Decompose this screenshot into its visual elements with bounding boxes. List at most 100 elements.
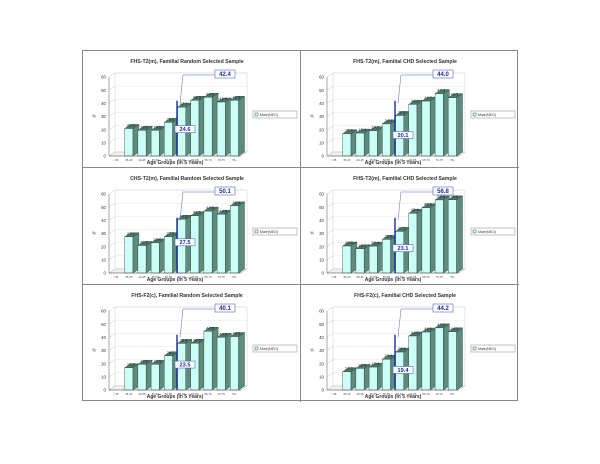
grid-diagonal — [326, 320, 334, 325]
grid-diagonal — [108, 125, 116, 130]
bar-side — [238, 201, 245, 274]
legend-swatch — [254, 346, 259, 351]
x-tick-label: 75+ — [450, 158, 455, 162]
x-tick-label: 40-45 — [356, 275, 364, 279]
bar — [342, 371, 352, 391]
bar-value-label: 44.3 — [451, 92, 460, 97]
bar — [230, 100, 239, 157]
callout-box — [214, 186, 236, 196]
callout-label: 23.1 — [398, 246, 409, 252]
y-tick-label: 40 — [319, 218, 324, 223]
y-tick-label: 40 — [101, 101, 106, 106]
x-tick-label: 55-60 — [178, 275, 186, 279]
legend-label: Male(NEO) — [260, 113, 278, 117]
bar-value-label: 25.5 — [385, 233, 394, 238]
bar-side — [456, 93, 463, 157]
y-tick-label: 30 — [319, 114, 324, 119]
bar — [421, 207, 431, 274]
x-tick-label: 35-40 — [125, 392, 133, 396]
bar-value-label: 28.8 — [398, 346, 407, 351]
chart-panel-3: CHS-T2(m), Familial Random Selected Samp… — [83, 168, 301, 285]
callout-label: 23.5 — [180, 362, 191, 368]
x-axis-label: Age Groups (in 5 Years) — [147, 394, 204, 400]
bar-value-label: 13.9 — [345, 366, 354, 371]
grid-diagonal — [108, 242, 116, 247]
bar-value-label: 41.7 — [424, 95, 433, 100]
bar-value-label: 27.5 — [127, 231, 136, 236]
bar — [150, 130, 160, 157]
legend-label: Male(NEO) — [260, 230, 278, 234]
bar-value-label: 44.2 — [451, 326, 460, 331]
x-tick-label: 75+ — [232, 275, 237, 279]
x-tick-label: 45-50 — [152, 158, 160, 162]
x-tick-label: 35-40 — [343, 158, 351, 162]
callout-label: 50.1 — [219, 189, 231, 195]
bar-side — [456, 195, 463, 274]
bar — [342, 245, 352, 274]
bar-value-label: 19.2 — [371, 125, 380, 130]
callout-leader — [397, 74, 433, 104]
x-tick-label: 60-65 — [409, 158, 417, 162]
bar-value-label: 37.1 — [180, 101, 189, 106]
y-tick-label: 10 — [319, 374, 324, 379]
bar-value-label: 25.5 — [167, 116, 176, 121]
bar — [342, 133, 352, 157]
x-tick-label: 60-65 — [191, 275, 199, 279]
y-tick-label: 20 — [101, 361, 106, 366]
y-tick-label: 30 — [101, 231, 106, 236]
legend-swatch — [472, 112, 477, 117]
bar-side — [238, 332, 245, 391]
y-tick-label: 60 — [319, 192, 324, 197]
bar — [408, 335, 418, 391]
y-tick-label: 40 — [101, 218, 106, 223]
x-tick-label: 45-50 — [370, 275, 378, 279]
callout-label: 20.1 — [398, 133, 409, 139]
bar-value-label: 31.6 — [398, 225, 407, 230]
x-tick-label: 35-40 — [343, 392, 351, 396]
bar — [408, 213, 418, 274]
grid-diagonal — [326, 268, 334, 274]
bar-value-label: 44.6 — [206, 91, 215, 96]
x-tick-label: 70-75 — [218, 275, 226, 279]
bar — [421, 100, 431, 157]
y-tick-label: 0 — [322, 271, 325, 276]
y-tick-label: 10 — [101, 374, 106, 379]
y-tick-label: 60 — [101, 309, 106, 314]
grid-diagonal — [326, 333, 334, 338]
callout-box — [214, 303, 236, 313]
grid-diagonal — [326, 203, 334, 208]
bar-value-label: 55.6 — [451, 194, 460, 199]
chart-svg-6: FHS-F2(c), Familial CHD Selected Sample 0… — [310, 293, 516, 400]
grid-diagonal — [108, 306, 116, 312]
y-tick-label: 20 — [101, 127, 106, 132]
y-tick-label: 20 — [319, 244, 324, 249]
chart-svg-2: FHS-T2(m), Familial CHD Selected Sample 0… — [310, 59, 516, 166]
bar-value-label: 35.5 — [193, 337, 202, 342]
bar-value-label: 19.5 — [140, 358, 149, 363]
callout-label: 27.5 — [180, 240, 191, 246]
bar-value-label: 30.8 — [398, 109, 407, 114]
x-axis-label: Age Groups (in 5 Years) — [147, 160, 204, 166]
bar-value-label: 16.9 — [127, 362, 136, 367]
bar-value-label: 47.0 — [206, 205, 215, 210]
callout-label: 19.4 — [398, 368, 410, 374]
y-axis-label: % — [310, 348, 314, 353]
x-tick-label: 70-75 — [218, 392, 226, 396]
y-axis-label: % — [92, 348, 96, 353]
y-tick-label: 30 — [319, 231, 324, 236]
x-tick-label: 50-55 — [383, 275, 391, 279]
bar-value-label: 26.0 — [167, 350, 176, 355]
callout-leader — [397, 191, 433, 221]
legend-swatch — [254, 229, 259, 234]
x-tick-label: 75+ — [232, 158, 237, 162]
legend-swatch — [472, 229, 477, 234]
y-tick-label: 50 — [101, 322, 106, 327]
bar-value-label: 20.5 — [345, 240, 354, 245]
grid-diagonal — [326, 216, 334, 221]
bar — [434, 199, 444, 274]
legend-label: Male(NEO) — [478, 113, 496, 117]
legend-box — [470, 110, 516, 119]
y-tick-label: 20 — [319, 361, 324, 366]
callout-box — [174, 360, 196, 369]
callout-box — [432, 186, 454, 196]
